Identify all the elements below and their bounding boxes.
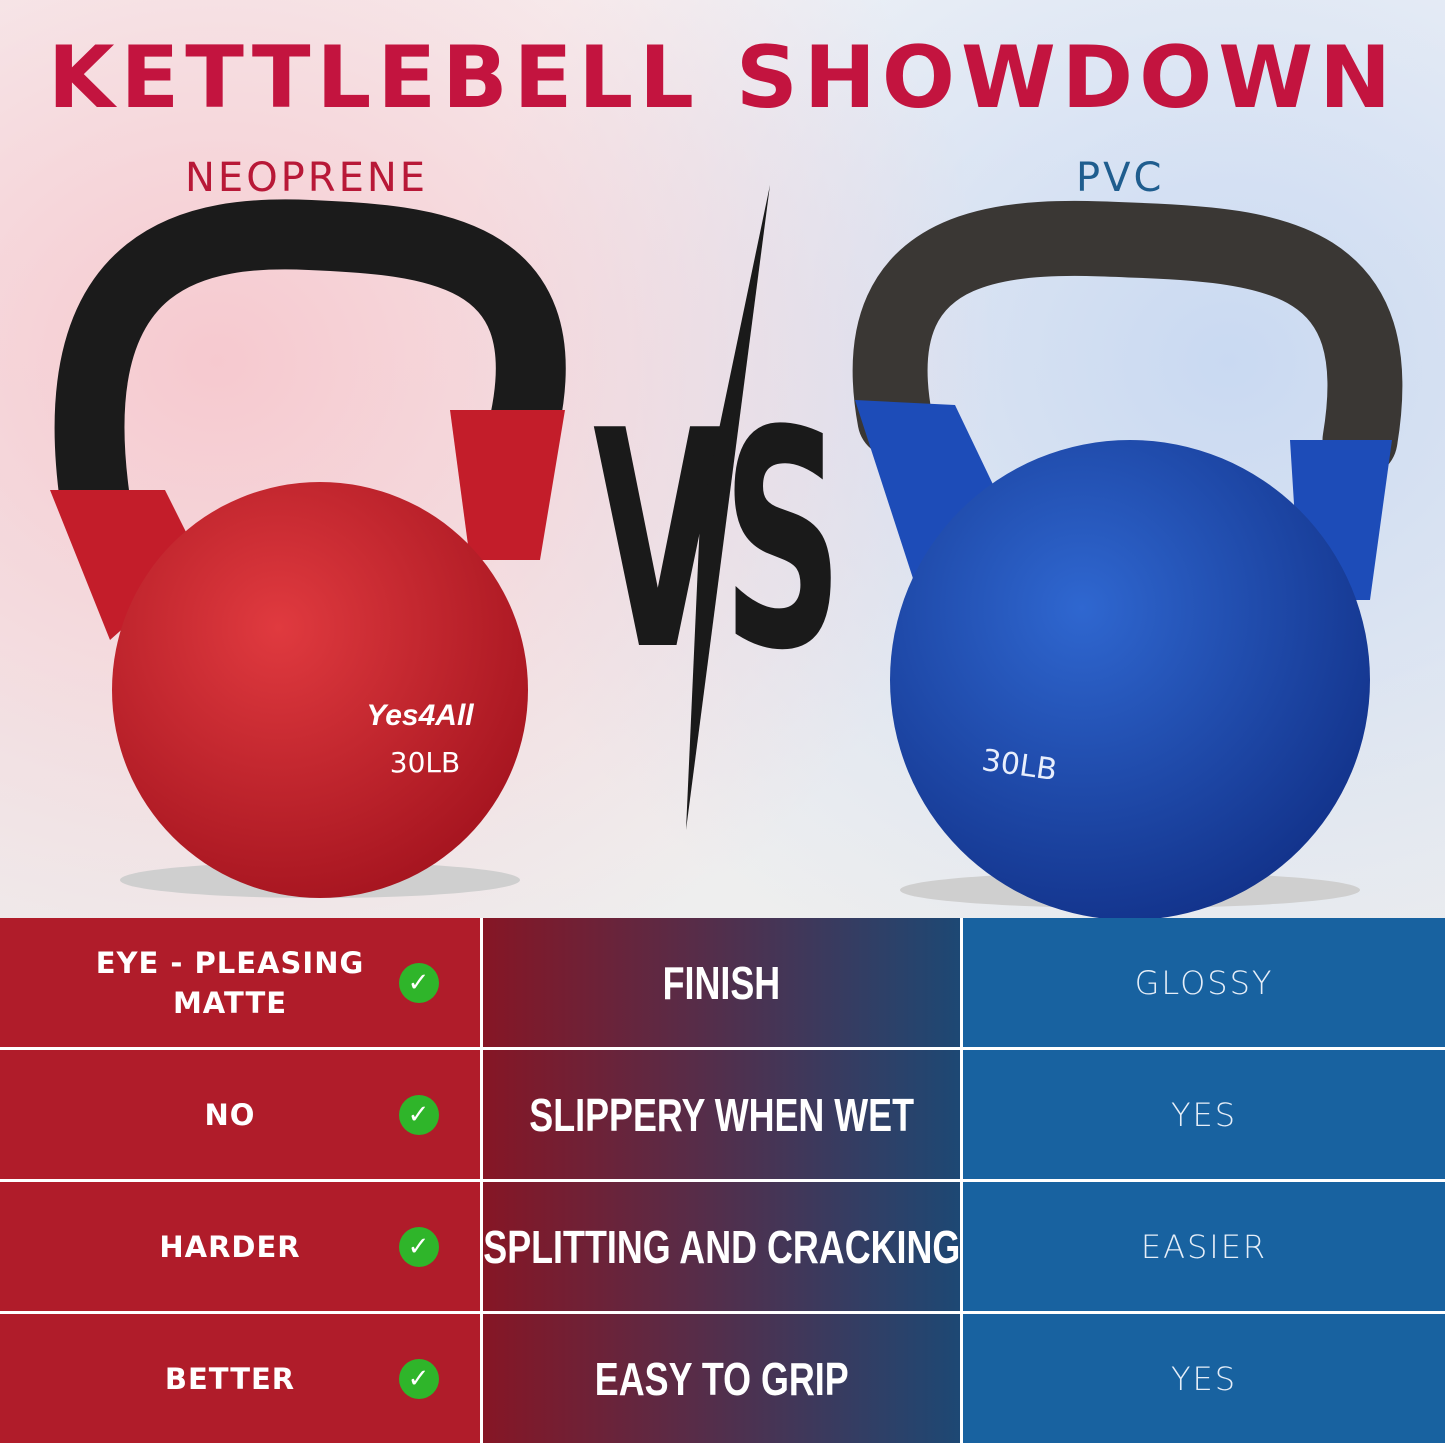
table-row: HARDER ✓ SPLITTING AND CRACKING EASIER (0, 1182, 1445, 1311)
neoprene-cell: HARDER ✓ (0, 1182, 480, 1311)
table-row: EYE - PLEASING MATTE ✓ FINISH GLOSSY (0, 918, 1445, 1047)
check-circle-icon: ✓ (399, 1227, 439, 1267)
neoprene-cell: EYE - PLEASING MATTE ✓ (0, 918, 480, 1047)
feature-cell: EASY TO GRIP (483, 1314, 960, 1443)
comparison-table: EYE - PLEASING MATTE ✓ FINISH GLOSSY NO ✓ … (0, 918, 1445, 1445)
check-circle-icon: ✓ (399, 1095, 439, 1135)
feature-cell: FINISH (483, 918, 960, 1047)
page-title: KETTLEBELL SHOWDOWN (47, 28, 1398, 128)
neoprene-label: NEOPRENE (185, 155, 429, 201)
feature-cell: SLIPPERY WHEN WET (483, 1050, 960, 1179)
table-row: NO ✓ SLIPPERY WHEN WET YES (0, 1050, 1445, 1179)
pvc-label: PVC (1076, 155, 1165, 201)
check-circle-icon: ✓ (399, 963, 439, 1003)
neoprene-kettlebell: Yes4All 30LB (50, 199, 566, 898)
pvc-cell: YES (963, 1314, 1445, 1443)
pvc-cell: EASIER (963, 1182, 1445, 1311)
brand-logo: Yes4All (366, 699, 474, 732)
pvc-cell: GLOSSY (963, 918, 1445, 1047)
pvc-cell: YES (963, 1050, 1445, 1179)
vs-emblem: VS (593, 185, 843, 830)
product-illustration: Yes4All 30LB 30LB VS (50, 185, 1403, 918)
left-weight-label: 30LB (390, 746, 460, 779)
feature-cell: SPLITTING AND CRACKING (483, 1182, 960, 1311)
check-circle-icon: ✓ (399, 1359, 439, 1399)
neoprene-cell: NO ✓ (0, 1050, 480, 1179)
neoprene-cell: BETTER ✓ (0, 1314, 480, 1443)
pvc-kettlebell: 30LB (852, 200, 1403, 918)
table-row: BETTER ✓ EASY TO GRIP YES (0, 1314, 1445, 1445)
